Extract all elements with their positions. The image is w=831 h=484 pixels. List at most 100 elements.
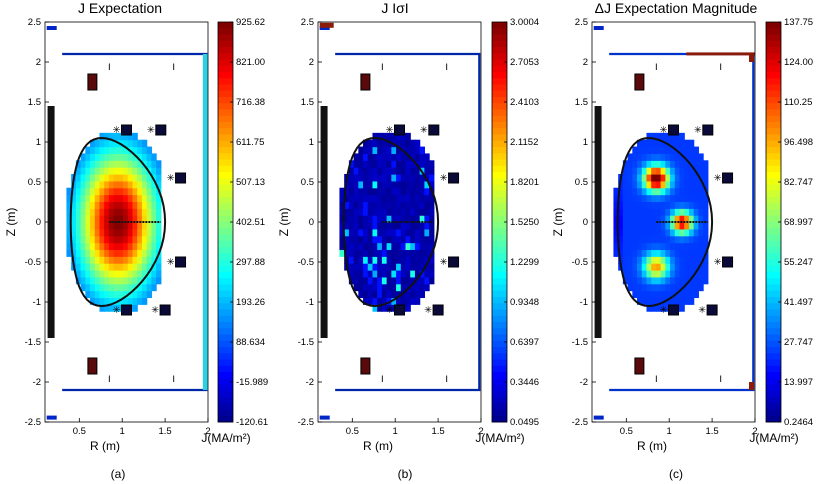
heatmap-cell [108,160,115,168]
heatmap-cell [424,194,430,203]
heatmap-cell [674,132,681,141]
heatmap-cell [66,222,72,230]
heatmap-cell [410,290,416,299]
heatmap-cell [127,249,134,257]
heatmap-cell [99,146,105,155]
heatmap-cell [377,235,383,244]
chart-title: J IσI [381,0,408,16]
heatmap-cell [414,139,421,148]
heatmap-cell [632,290,638,299]
heatmap-cell [127,270,134,278]
colorbar-band [766,390,781,398]
heatmap-cell [146,222,152,230]
heatmap-cell [651,180,657,189]
heatmap-cell [127,283,134,292]
heatmap-cell [353,242,359,251]
central-column [594,106,602,338]
y-tick-label: -1 [306,297,314,308]
heatmap-cell [377,222,383,230]
colorbar-band [218,90,233,98]
heatmap-cell [363,167,369,175]
heatmap-cell [99,263,105,271]
heatmap-cell [386,180,392,189]
heatmap-cell [414,167,421,175]
heatmap-cell [118,249,124,257]
colorbar-band [492,115,507,123]
heatmap-cell [85,242,91,251]
colorbar-band [766,140,781,148]
heatmap-cell [113,174,119,182]
heatmap-cell [377,249,383,257]
heatmap-cell [381,187,388,196]
colorbar-band [766,197,781,204]
heatmap-cell [419,146,425,155]
heatmap-cell [405,304,411,312]
heatmap-cell [108,270,115,278]
heatmap-cell [123,201,129,209]
heatmap-cell [339,194,345,203]
heatmap-cell [381,208,388,216]
heatmap-cell [377,153,383,161]
colorbar-band [218,334,233,342]
heatmap-cell [391,228,397,237]
colorbar-band [218,253,233,260]
heatmap-cell [646,242,652,251]
colorbar-band [766,347,781,354]
heatmap-cell [80,263,86,271]
heatmap-cell [674,194,681,203]
heatmap-cell [646,283,652,292]
colorbar-tick-label: 0.3446 [510,377,539,388]
colorbar-tick-label: 821.00 [236,57,265,68]
heatmap-cell [386,276,392,285]
heatmap-cell [660,208,666,216]
heatmap-cell [396,174,402,182]
heatmap-cell [646,304,652,312]
heatmap-cell [632,174,638,182]
heatmap-cell [632,270,638,278]
heatmap-cell [651,242,657,251]
y-tick-label: 1.5 [28,97,41,108]
heatmap-cell [75,263,82,271]
y-tick-label: 0 [309,217,314,228]
heatmap-cell [419,276,425,285]
heatmap-cell [646,290,652,299]
heatmap-cell [85,222,91,230]
colorbar-band [766,272,781,279]
heatmap-cell [622,201,629,209]
heatmap-cell [99,132,105,141]
heatmap-cell [353,187,359,196]
heatmap-cell [372,167,378,175]
colorbar-band [766,40,781,48]
heatmap-cell [655,304,662,312]
heatmap-cell [618,249,624,257]
heatmap-cell [637,187,643,196]
heatmap-cell [127,180,134,189]
heatmap-cell [627,167,633,175]
colorbar-band [218,284,233,292]
heatmap-cell [127,222,134,230]
heatmap-cell [137,146,143,155]
heatmap-cell [698,153,704,161]
colorbar-band [492,315,507,323]
heatmap-cell [377,228,383,237]
colorbar-band [218,397,233,404]
colorbar-band [766,128,781,135]
heatmap-cell [660,276,666,285]
heatmap-cell [660,201,666,209]
pf-coil-star: ✳ [440,257,448,268]
heatmap-cell [641,222,648,230]
heatmap-cell [670,297,676,305]
colorbar: 3.00042.70532.41032.11521.82011.52501.22… [491,17,539,428]
heatmap-cell [429,160,435,168]
heatmap-cell [132,194,138,203]
heatmap-cell [363,194,369,203]
heatmap-cell [646,194,652,203]
heatmap-cell [637,174,643,182]
heatmap-cell [75,215,82,223]
heatmap-cell [113,139,119,148]
colorbar-tick-label: 2.4103 [510,97,539,108]
heatmap-cell [684,139,690,148]
colorbar-band [492,97,507,104]
heatmap-cell [651,304,657,312]
heatmap-cell [405,174,411,182]
